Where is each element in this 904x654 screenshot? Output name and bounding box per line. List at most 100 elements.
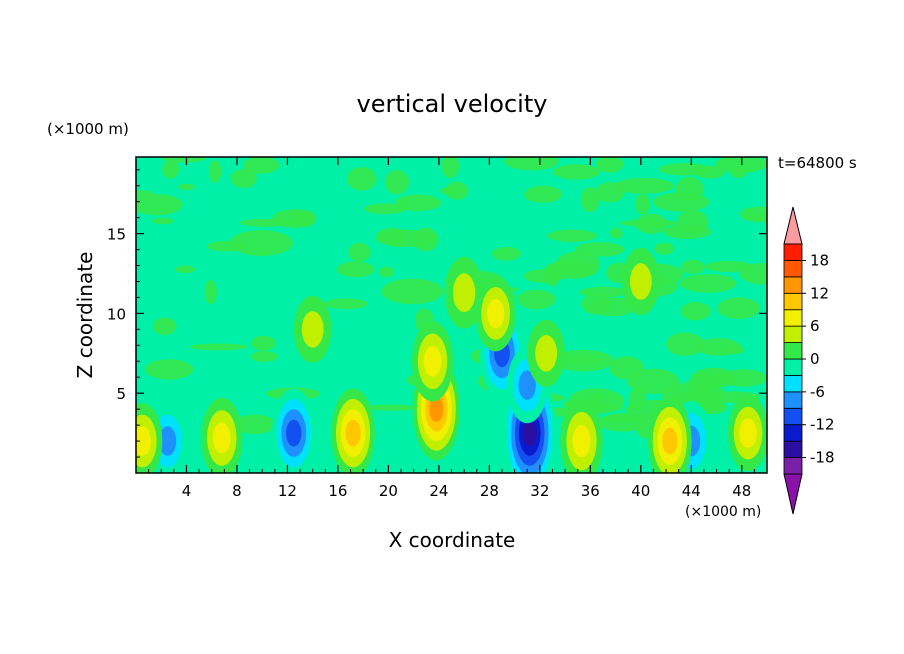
texture-patch (517, 289, 556, 310)
texture-patch (384, 169, 409, 195)
x-tick-label: 40 (631, 482, 650, 500)
texture-patch (363, 404, 417, 411)
colorbar-tick-label: 6 (810, 317, 820, 335)
x-tick-label: 24 (429, 482, 448, 500)
texture-patch (250, 351, 278, 362)
y-tick-label: 15 (107, 226, 126, 244)
contour-band (452, 273, 476, 313)
texture-patch (627, 368, 680, 395)
texture-patch (666, 332, 704, 356)
plot-area (136, 157, 767, 473)
contour-band (286, 419, 302, 447)
x-axis-label: X coordinate (389, 528, 516, 552)
texture-patch (445, 181, 469, 200)
texture-patch (441, 157, 460, 179)
x-tick-label: 20 (379, 482, 398, 500)
x-axis: 4 8 12 16 20 24 28 32 36 40 44 48 (148, 157, 755, 500)
texture-patch (679, 274, 737, 293)
texture-patch (654, 242, 675, 255)
texture-patch (579, 286, 628, 298)
texture-patch (376, 228, 408, 243)
texture-patch (336, 261, 375, 278)
colorbar-tick-label: 12 (810, 284, 829, 302)
colorbar-swatch (783, 260, 803, 278)
x-tick-label: 36 (581, 482, 600, 500)
x-tick-label: 12 (278, 482, 297, 500)
texture-patch (230, 169, 257, 189)
texture-patch (552, 164, 601, 180)
x-tick-label: 48 (732, 482, 751, 500)
x-unit-label: (×1000 m) (685, 504, 761, 520)
texture-patch (136, 194, 183, 216)
texture-patch (730, 166, 747, 179)
x-tick-label: 4 (182, 482, 192, 500)
colorbar-tick-label: 0 (810, 350, 820, 368)
texture-patch (381, 278, 444, 305)
contour-band (535, 335, 558, 372)
chart-title: vertical velocity (357, 90, 548, 118)
texture-patch (504, 157, 559, 171)
texture-patch (323, 298, 368, 310)
texture-patch (272, 209, 317, 228)
texture-patch (680, 302, 711, 321)
texture-patch (740, 206, 767, 221)
x-tick-label: 8 (232, 482, 242, 500)
contour-band (136, 426, 151, 456)
contour-band (739, 418, 757, 448)
texture-patch (588, 297, 637, 317)
texture-patch (390, 240, 403, 247)
texture-patch (547, 229, 597, 243)
texture-patch (491, 246, 521, 261)
texture-patch (680, 259, 705, 274)
colorbar-swatch (783, 325, 803, 343)
contour-band (518, 370, 536, 400)
colorbar-swatch (783, 440, 803, 458)
colorbar-swatch (783, 457, 803, 475)
contour-band (487, 298, 505, 329)
time-label: t=64800 s (778, 154, 857, 172)
colorbar-tick-label: -18 (810, 449, 835, 467)
texture-patch (596, 157, 624, 173)
texture-patch (242, 157, 280, 174)
texture-patch (658, 163, 711, 176)
x-tick-label: 44 (682, 482, 701, 500)
contour-band (301, 311, 324, 348)
texture-patch (234, 414, 276, 435)
colorbar-swatch (783, 424, 803, 442)
colorbar-swatch (783, 276, 803, 294)
texture-patch (348, 242, 371, 262)
contour-band (158, 426, 177, 456)
x-tick-label: 32 (530, 482, 549, 500)
texture-patch (378, 266, 395, 278)
texture-patch (717, 297, 760, 319)
texture-patch (189, 343, 248, 351)
colorbar-tick-label: -6 (810, 383, 825, 401)
y-tick-label: 5 (116, 385, 126, 403)
y-axis-label: Z coordinate (73, 252, 97, 379)
texture-patch (688, 374, 718, 394)
colorbar-swatch (783, 407, 803, 426)
contour-band (423, 345, 442, 377)
texture-patch (723, 345, 745, 355)
colorbar-swatch (783, 391, 803, 409)
texture-patch (440, 186, 456, 195)
texture-patch (524, 185, 563, 203)
x-tick-label: 16 (328, 482, 347, 500)
texture-patch (653, 192, 710, 212)
contour-band (629, 263, 652, 300)
texture-patch (346, 167, 377, 191)
y-unit-label: (×1000 m) (47, 120, 129, 138)
contour-band (522, 420, 537, 446)
contour-band (212, 422, 231, 454)
texture-patch (144, 359, 194, 380)
texture-patch (557, 355, 601, 364)
colorbar-tick-label: 18 (810, 251, 829, 269)
contour-band (429, 396, 444, 422)
texture-patch (209, 160, 222, 183)
texture-patch (206, 240, 244, 252)
colorbar-over-triangle (783, 206, 803, 245)
texture-patch (229, 230, 293, 256)
colorbar-swatch (783, 243, 803, 261)
colorbar-swatch (783, 375, 803, 393)
texture-patch (394, 194, 442, 212)
